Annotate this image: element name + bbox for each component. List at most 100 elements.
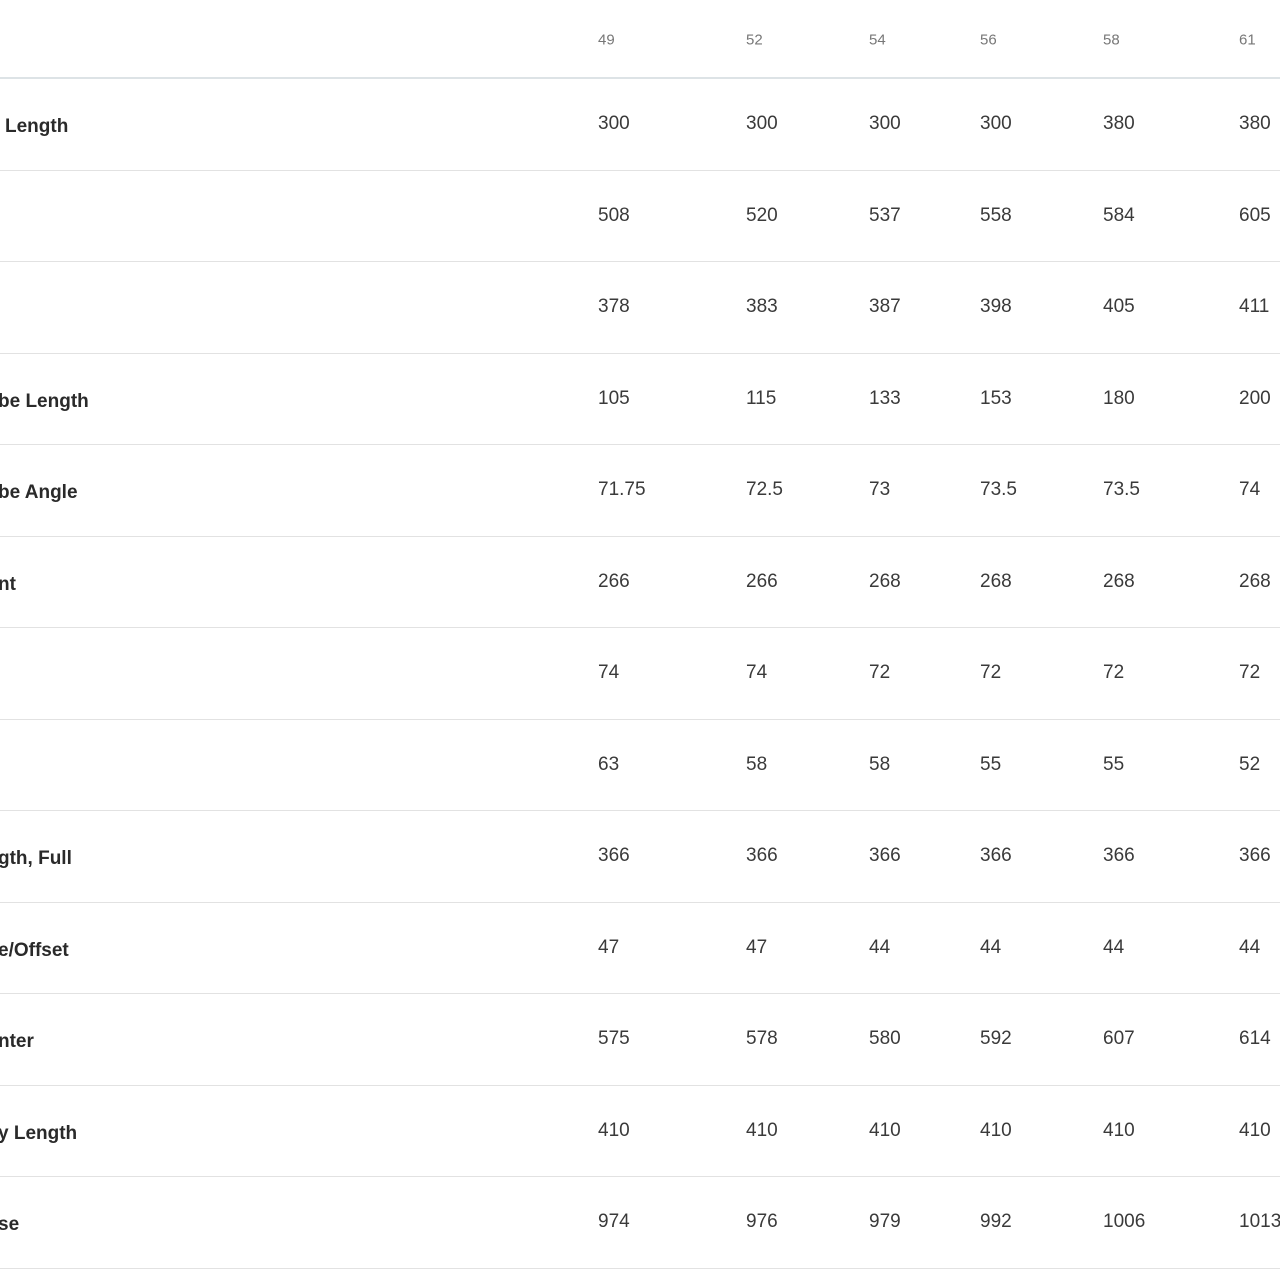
cell-value: 979	[869, 1211, 901, 1232]
cell-value: 55	[1103, 753, 1125, 775]
cell-value: 72	[980, 662, 1002, 683]
cell-value: 200	[1239, 387, 1271, 409]
cell-value: 992	[980, 1211, 1012, 1232]
cell-value: 73.5	[1103, 479, 1140, 500]
cell-value: 268	[1239, 570, 1271, 592]
row-label: nt	[0, 573, 16, 595]
row-label: Length	[5, 116, 69, 137]
cell-value: 72	[1239, 662, 1261, 683]
row-divider	[0, 170, 1280, 171]
cell-value: 300	[746, 113, 778, 134]
cell-value: 1013	[1239, 1211, 1280, 1232]
cell-value: 74	[1239, 479, 1261, 500]
cell-value: 180	[1103, 387, 1135, 409]
cell-value: 607	[1103, 1028, 1135, 1049]
cell-value: 47	[598, 936, 620, 958]
cell-value: 268	[980, 570, 1012, 592]
cell-value: 366	[869, 845, 901, 866]
cell-value: 366	[980, 845, 1012, 866]
row-label: y Length	[0, 1122, 78, 1144]
row-divider	[0, 810, 1280, 811]
cell-value: 398	[980, 296, 1012, 317]
cell-value: 410	[1239, 1119, 1271, 1141]
cell-value: 575	[598, 1028, 630, 1049]
cell-value: 63	[598, 753, 620, 775]
cell-value: 268	[1103, 570, 1135, 592]
cell-value: 383	[746, 296, 778, 317]
cell-value: 44	[1103, 936, 1125, 958]
row-divider	[0, 444, 1280, 445]
cell-value: 52	[1239, 753, 1261, 775]
cell-value: 153	[980, 387, 1012, 409]
cell-value: 410	[1103, 1119, 1135, 1141]
column-header: 61	[1239, 31, 1256, 49]
cell-value: 133	[869, 387, 901, 409]
cell-value: 58	[746, 753, 768, 775]
cell-value: 47	[746, 936, 768, 958]
row-divider	[0, 993, 1280, 994]
cell-value: 508	[598, 204, 630, 226]
cell-value: 974	[598, 1211, 630, 1232]
cell-value: 578	[746, 1028, 778, 1049]
row-divider	[0, 902, 1280, 903]
cell-value: 387	[869, 296, 901, 317]
cell-value: 411	[1239, 296, 1270, 317]
cell-value: 73	[869, 479, 891, 500]
cell-value: 378	[598, 296, 630, 317]
column-header: 58	[1103, 31, 1120, 49]
cell-value: 300	[598, 113, 630, 134]
row-divider	[0, 1176, 1280, 1177]
cell-value: 73.5	[980, 479, 1017, 500]
row-divider	[0, 1268, 1280, 1269]
cell-value: 115	[746, 387, 777, 409]
cell-value: 268	[869, 570, 901, 592]
cell-value: 537	[869, 204, 901, 226]
cell-value: 520	[746, 204, 778, 226]
cell-value: 72.5	[746, 479, 783, 500]
cell-value: 105	[598, 387, 630, 409]
cell-value: 976	[746, 1211, 778, 1232]
cell-value: 405	[1103, 296, 1135, 317]
row-label: e/Offset	[0, 939, 69, 961]
row-divider	[0, 1085, 1280, 1086]
cell-value: 44	[1239, 936, 1261, 958]
cell-value: 380	[1239, 113, 1271, 134]
cell-value: 614	[1239, 1028, 1271, 1049]
cell-value: 366	[1103, 845, 1135, 866]
cell-value: 72	[869, 662, 891, 683]
cell-value: 1006	[1103, 1211, 1146, 1232]
cell-value: 300	[869, 113, 901, 134]
cell-value: 580	[869, 1028, 901, 1049]
cell-value: 605	[1239, 204, 1271, 226]
cell-value: 410	[980, 1119, 1012, 1141]
row-label: gth, Full	[0, 848, 72, 869]
row-label: nter	[0, 1031, 34, 1052]
cell-value: 410	[869, 1119, 901, 1141]
cell-value: 74	[598, 662, 620, 683]
column-header: 52	[746, 31, 763, 49]
cell-value: 592	[980, 1028, 1012, 1049]
row-divider	[0, 261, 1280, 262]
column-header: 49	[598, 31, 615, 49]
cell-value: 300	[980, 113, 1012, 134]
cell-value: 266	[598, 570, 630, 592]
cell-value: 366	[598, 845, 630, 866]
cell-value: 55	[980, 753, 1002, 775]
header-divider	[0, 77, 1280, 79]
column-header: 56	[980, 31, 997, 49]
row-divider	[0, 353, 1280, 354]
cell-value: 410	[598, 1119, 630, 1141]
cell-value: 558	[980, 204, 1012, 226]
cell-value: 71.75	[598, 479, 646, 500]
row-divider	[0, 536, 1280, 537]
row-label: be Angle	[0, 482, 78, 503]
cell-value: 44	[980, 936, 1002, 958]
cell-value: 366	[746, 845, 778, 866]
cell-value: 380	[1103, 113, 1135, 134]
cell-value: 366	[1239, 845, 1271, 866]
row-label: be Length	[0, 390, 89, 412]
column-header: 54	[869, 31, 886, 49]
cell-value: 72	[1103, 662, 1125, 683]
